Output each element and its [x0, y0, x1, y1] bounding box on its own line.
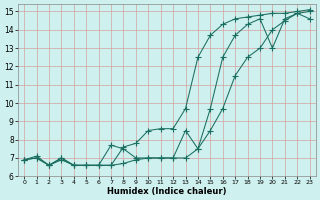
X-axis label: Humidex (Indice chaleur): Humidex (Indice chaleur) [107, 187, 227, 196]
